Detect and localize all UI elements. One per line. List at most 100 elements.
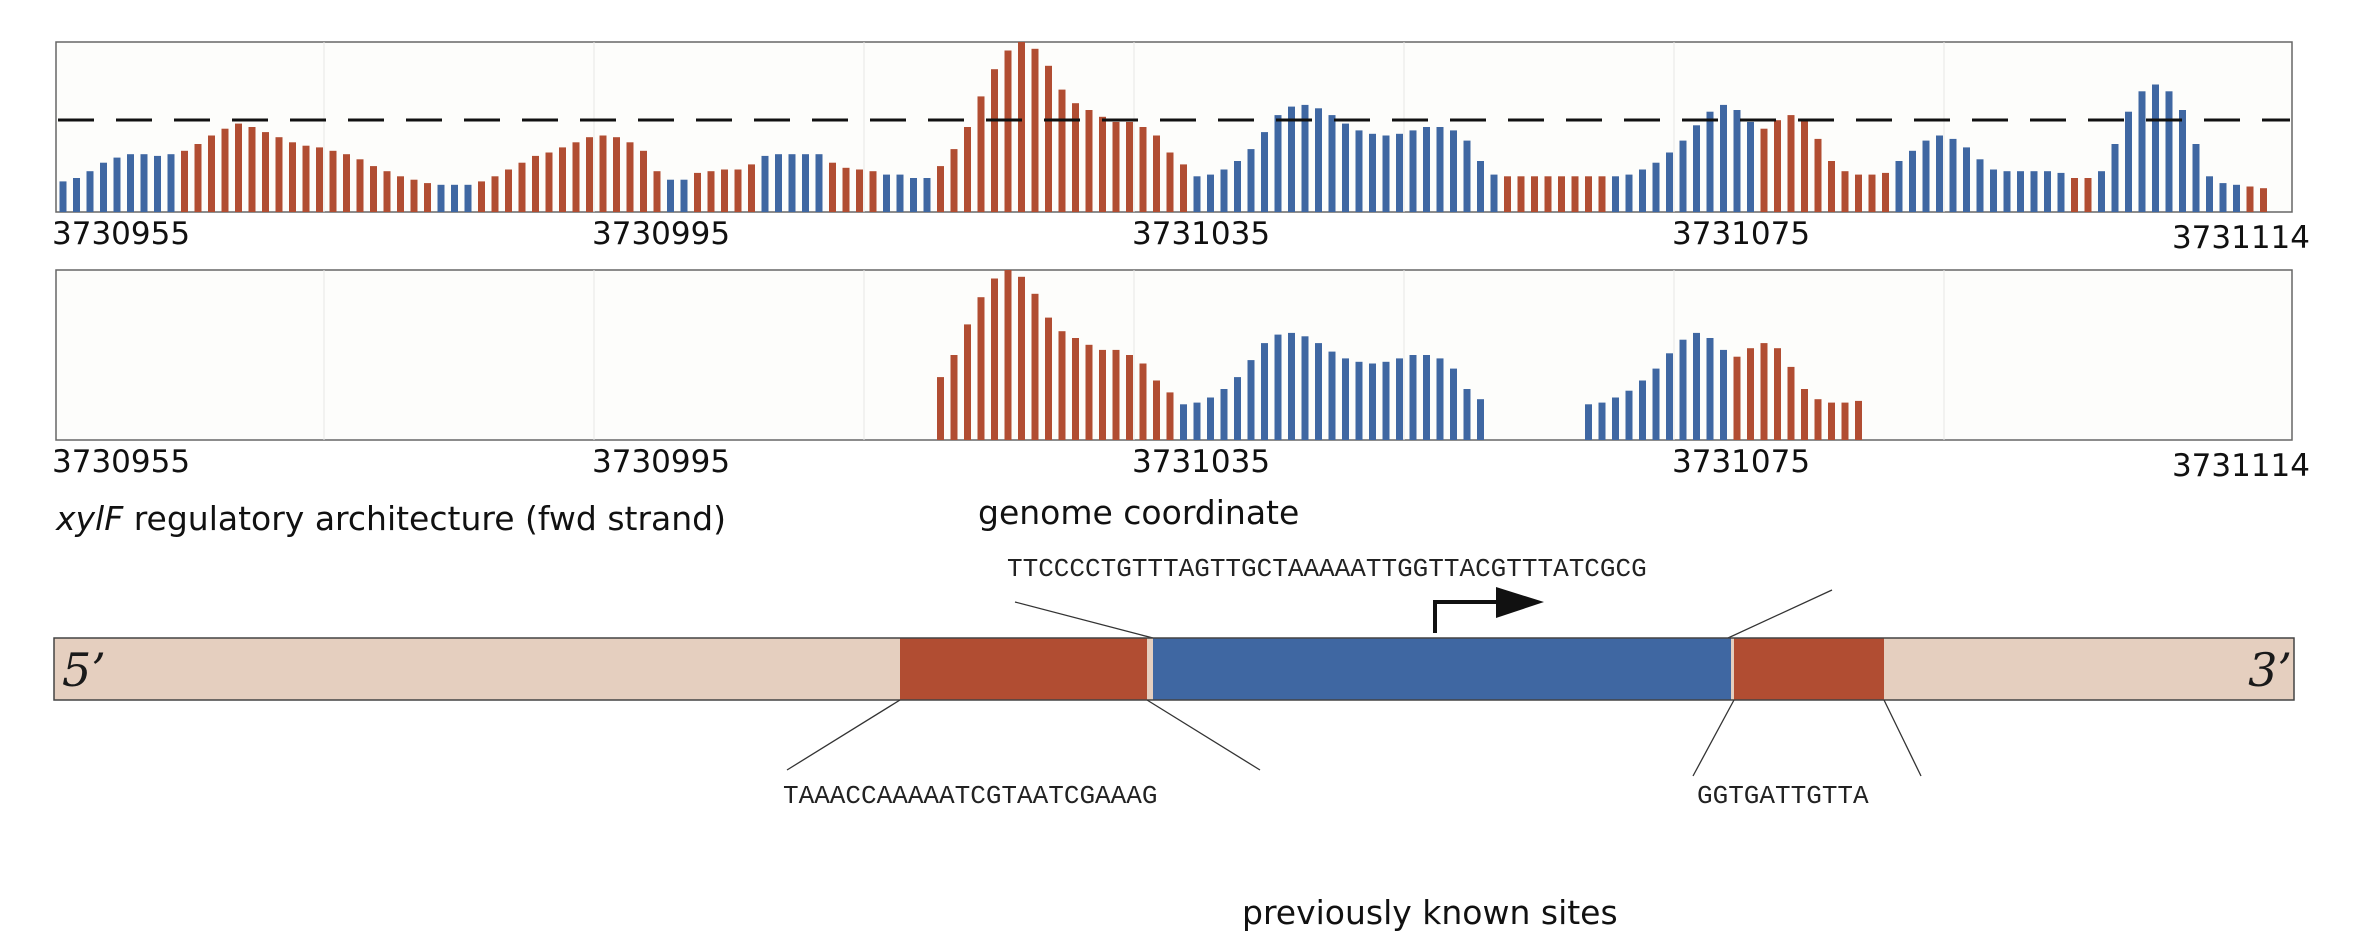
- dna-strand-outline: [53, 637, 2295, 701]
- bar: [815, 154, 823, 212]
- bar: [464, 184, 472, 212]
- bar: [1760, 128, 1768, 212]
- bar: [1720, 104, 1727, 212]
- previously-known-sites-label: previously known sites: [1242, 893, 1618, 932]
- bar: [194, 144, 202, 212]
- bar: [1976, 159, 1984, 212]
- bar: [1612, 397, 1619, 440]
- bar: [1585, 176, 1592, 212]
- bar: [1396, 358, 1403, 440]
- bar: [1855, 400, 1862, 440]
- gene-name: xylF: [55, 499, 124, 538]
- bar: [1895, 161, 1903, 212]
- bar: [1652, 368, 1660, 440]
- bar: [410, 179, 418, 212]
- bar: [1706, 338, 1714, 440]
- tick-label: 3731075: [1672, 216, 1810, 252]
- bar: [694, 172, 701, 212]
- bar: [1666, 152, 1673, 212]
- bar: [1153, 135, 1160, 212]
- bar: [1261, 343, 1268, 440]
- bar: [1369, 363, 1376, 440]
- bar: [1220, 389, 1228, 440]
- five-prime-label: 5’: [62, 643, 106, 697]
- bar: [86, 171, 94, 212]
- bar: [2044, 171, 2051, 212]
- bar: [370, 166, 377, 212]
- bar: [1058, 331, 1066, 440]
- bar: [1423, 355, 1430, 440]
- bar: [505, 169, 512, 212]
- bar: [1031, 293, 1039, 440]
- bar: [1544, 176, 1552, 212]
- bar: [1814, 138, 1822, 212]
- tick-label: 3731035: [1132, 216, 1270, 252]
- bar: [734, 169, 742, 212]
- bar: [842, 167, 850, 212]
- bar: [1004, 50, 1012, 212]
- bar: [1369, 133, 1376, 212]
- bar: [653, 171, 661, 212]
- bar: [1571, 176, 1579, 212]
- bar: [181, 150, 188, 212]
- bar: [127, 154, 134, 212]
- bar: [1652, 162, 1660, 212]
- panel1-tick-labels: 3730955 3730995 3731035 3731075 3731114: [52, 216, 2310, 256]
- bar: [2057, 172, 2065, 212]
- bar: [1018, 42, 1025, 212]
- bar: [248, 127, 256, 212]
- bar: [1801, 120, 1808, 212]
- bar: [1031, 48, 1039, 212]
- bar: [721, 169, 728, 212]
- bar: [2219, 183, 2227, 212]
- bar: [2125, 111, 2132, 212]
- tick-label: 3731075: [1672, 444, 1810, 480]
- bar: [1558, 176, 1565, 212]
- bar: [1990, 169, 1997, 212]
- bar: [1733, 356, 1741, 440]
- bar: [1112, 349, 1120, 440]
- bar: [1733, 110, 1741, 212]
- bar: [1085, 344, 1093, 440]
- panel2-gridlines: [323, 270, 1945, 440]
- bar: [1598, 402, 1606, 440]
- panel1-frame: [55, 41, 2293, 213]
- bar: [1234, 161, 1241, 212]
- bar: [532, 155, 539, 212]
- bar: [1828, 161, 1835, 212]
- bar: [1477, 399, 1484, 440]
- bar: [1720, 349, 1727, 440]
- tick-label: 3730955: [52, 216, 190, 252]
- bar: [235, 123, 242, 212]
- bar: [1328, 115, 1336, 212]
- bar: [1693, 125, 1700, 212]
- bar: [316, 147, 323, 212]
- bar: [1639, 380, 1646, 440]
- bar: [1355, 130, 1363, 212]
- bar: [1004, 270, 1012, 440]
- bar: [437, 184, 445, 212]
- bar: [1207, 174, 1214, 212]
- bar: [1841, 402, 1849, 440]
- bar: [2138, 91, 2146, 212]
- bar: [1841, 171, 1849, 212]
- bar: [1828, 402, 1835, 440]
- bar: [640, 150, 647, 212]
- bar: [478, 181, 485, 212]
- bar: [1490, 174, 1498, 212]
- bar: [1342, 358, 1349, 440]
- bar: [262, 132, 269, 212]
- bar: [167, 154, 175, 212]
- bar: [1639, 169, 1646, 212]
- bar: [1261, 132, 1268, 212]
- leader-bottom-right-1: [1692, 699, 1735, 777]
- bar: [1936, 135, 1943, 212]
- bar: [1949, 138, 1957, 212]
- bar: [2233, 184, 2240, 212]
- panel-all-sites: 3730955 3730995 3731035 3731075 3731114: [52, 41, 2310, 256]
- bar: [883, 174, 890, 212]
- tick-label: 3730955: [52, 444, 190, 480]
- bar: [1612, 176, 1619, 212]
- bar: [923, 178, 931, 212]
- bar: [977, 297, 985, 440]
